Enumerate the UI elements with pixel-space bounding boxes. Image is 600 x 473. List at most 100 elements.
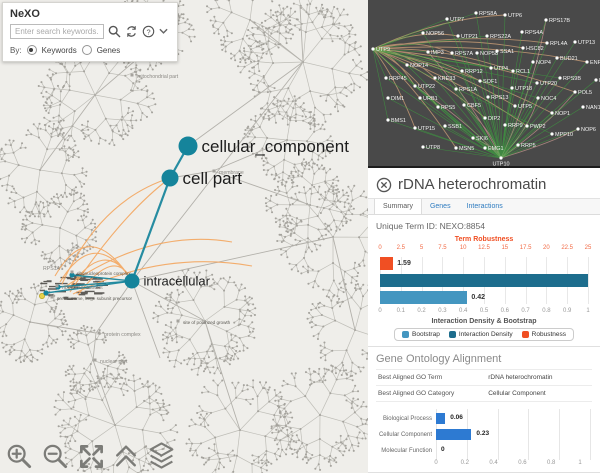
gene-label[interactable]: RPL4A	[550, 41, 568, 47]
gene-node[interactable]	[418, 96, 422, 100]
gene-node[interactable]	[485, 34, 489, 38]
major-term-label[interactable]: cellular_component	[202, 137, 350, 156]
gene-node[interactable]	[471, 136, 475, 140]
gene-node[interactable]	[581, 105, 585, 109]
gene-node[interactable]	[594, 78, 598, 82]
gene-node[interactable]	[521, 46, 525, 50]
search-icon[interactable]	[108, 25, 121, 38]
major-term-label[interactable]: cell part	[183, 169, 243, 188]
layers-icon[interactable]	[147, 441, 176, 470]
gene-node[interactable]	[413, 84, 417, 88]
gene-node[interactable]	[525, 124, 529, 128]
tab-genes[interactable]: Genes	[429, 203, 451, 210]
gene-label[interactable]: NAN1	[586, 105, 600, 111]
gene-label[interactable]: UTP20	[540, 81, 557, 87]
gene-label[interactable]: IMP3	[431, 50, 444, 56]
gene-label[interactable]: PWP2	[530, 124, 546, 130]
gene-label[interactable]: UTP18	[515, 86, 532, 92]
gene-label[interactable]: RRP45	[389, 76, 407, 82]
gene-label[interactable]: NOP14	[410, 63, 428, 69]
gene-node[interactable]	[489, 66, 493, 70]
gene-label[interactable]: RPS17B	[549, 18, 570, 24]
gene-node[interactable]	[511, 69, 515, 73]
gene-node[interactable]	[573, 90, 577, 94]
term-label[interactable]: site of polarized growth	[183, 320, 231, 325]
gene-node[interactable]	[483, 146, 487, 150]
gene-label[interactable]: KRE33	[438, 76, 455, 82]
gene-node[interactable]	[454, 87, 458, 91]
close-term-icon[interactable]	[376, 177, 392, 193]
gene-label[interactable]: CBF5	[467, 103, 481, 109]
gene-label[interactable]: NOC4	[541, 96, 556, 102]
gene-node[interactable]	[462, 103, 466, 107]
gene-node[interactable]	[544, 18, 548, 22]
gene-node[interactable]	[478, 79, 482, 83]
gene-label[interactable]: UTP4	[494, 66, 508, 72]
legend-item-interaction-density[interactable]: Interaction Density	[448, 331, 513, 338]
collapse-chevron-icon[interactable]	[159, 28, 168, 35]
expand-all-icon[interactable]	[114, 443, 138, 470]
legend-item-bootstrap[interactable]: Bootstrap	[402, 331, 440, 338]
gene-node[interactable]	[384, 76, 388, 80]
gene-node[interactable]	[503, 13, 507, 17]
gene-label[interactable]: SSB1	[448, 124, 462, 130]
gene-node[interactable]	[495, 49, 499, 53]
gene-label[interactable]: SKI6	[476, 136, 488, 142]
tab-summary[interactable]: Summary	[374, 199, 422, 214]
major-term-label[interactable]: intracellular	[144, 273, 211, 288]
gene-label[interactable]: NOP6	[581, 127, 596, 133]
gene-label[interactable]: UTP9	[376, 47, 390, 53]
gene-label[interactable]: BUD21	[560, 56, 578, 62]
gene-label[interactable]: RRP9	[508, 123, 523, 129]
gene-label[interactable]: UTP22	[418, 84, 435, 90]
gene-node[interactable]	[460, 69, 464, 73]
term-label[interactable]: mitochondrial part	[137, 74, 179, 80]
gene-label[interactable]: DIP2	[488, 116, 500, 122]
gene-label[interactable]: NOP4	[536, 60, 551, 66]
gene-label[interactable]: URB1	[423, 96, 438, 102]
legend-item-robustness[interactable]: Robustness	[521, 331, 566, 338]
term-node[interactable]	[69, 272, 75, 278]
gene-label[interactable]: UTP21	[461, 34, 478, 40]
gene-label[interactable]: UTP10	[492, 162, 509, 168]
gene-node[interactable]	[585, 60, 589, 64]
gene-node[interactable]	[405, 63, 409, 67]
major-term-node[interactable]	[124, 273, 140, 289]
gene-label[interactable]: UTP7	[450, 17, 464, 23]
gene-node[interactable]	[450, 51, 454, 55]
gene-network-panel[interactable]: UTP9 UTP7 RPS8A UTP6 RPS17B NOP56 UTP21 RPS22A R…	[368, 0, 600, 168]
highlighted-term-node[interactable]	[39, 293, 45, 299]
gene-label[interactable]: RRP12	[465, 69, 483, 75]
gene-node[interactable]	[443, 124, 447, 128]
gene-node[interactable]	[536, 96, 540, 100]
gene-label[interactable]: BMS1	[391, 118, 406, 124]
gene-node[interactable]	[426, 50, 430, 54]
major-term-node[interactable]	[178, 136, 198, 156]
gene-node[interactable]	[433, 76, 437, 80]
gene-node[interactable]	[475, 51, 479, 55]
gene-node[interactable]	[520, 30, 524, 34]
gene-node[interactable]	[503, 123, 507, 127]
gene-label[interactable]: NOP1	[555, 111, 570, 117]
gene-label[interactable]: RPS9B	[563, 76, 581, 82]
gene-node[interactable]	[456, 34, 460, 38]
gene-label[interactable]: RPS4A	[525, 30, 543, 36]
gene-label[interactable]: SSA1	[500, 49, 514, 55]
term-label[interactable]: nuclear part	[100, 359, 128, 365]
gene-node[interactable]	[371, 47, 375, 51]
gene-node[interactable]	[421, 31, 425, 35]
gene-node[interactable]	[486, 95, 490, 99]
gene-node[interactable]	[573, 40, 577, 44]
gene-label[interactable]: RPS13	[491, 95, 508, 101]
gene-node[interactable]	[555, 56, 559, 60]
gene-label[interactable]: RCL1	[516, 69, 530, 75]
gene-label[interactable]: UTP15	[418, 126, 435, 132]
gene-label[interactable]: UTP13	[578, 40, 595, 46]
gene-node[interactable]	[513, 104, 517, 108]
gene-node[interactable]	[550, 111, 554, 115]
reset-icon[interactable]	[125, 25, 138, 38]
gene-node[interactable]	[516, 143, 520, 147]
radio-keywords[interactable]	[26, 45, 37, 55]
gene-node[interactable]	[421, 145, 425, 149]
gene-node[interactable]	[550, 132, 554, 136]
